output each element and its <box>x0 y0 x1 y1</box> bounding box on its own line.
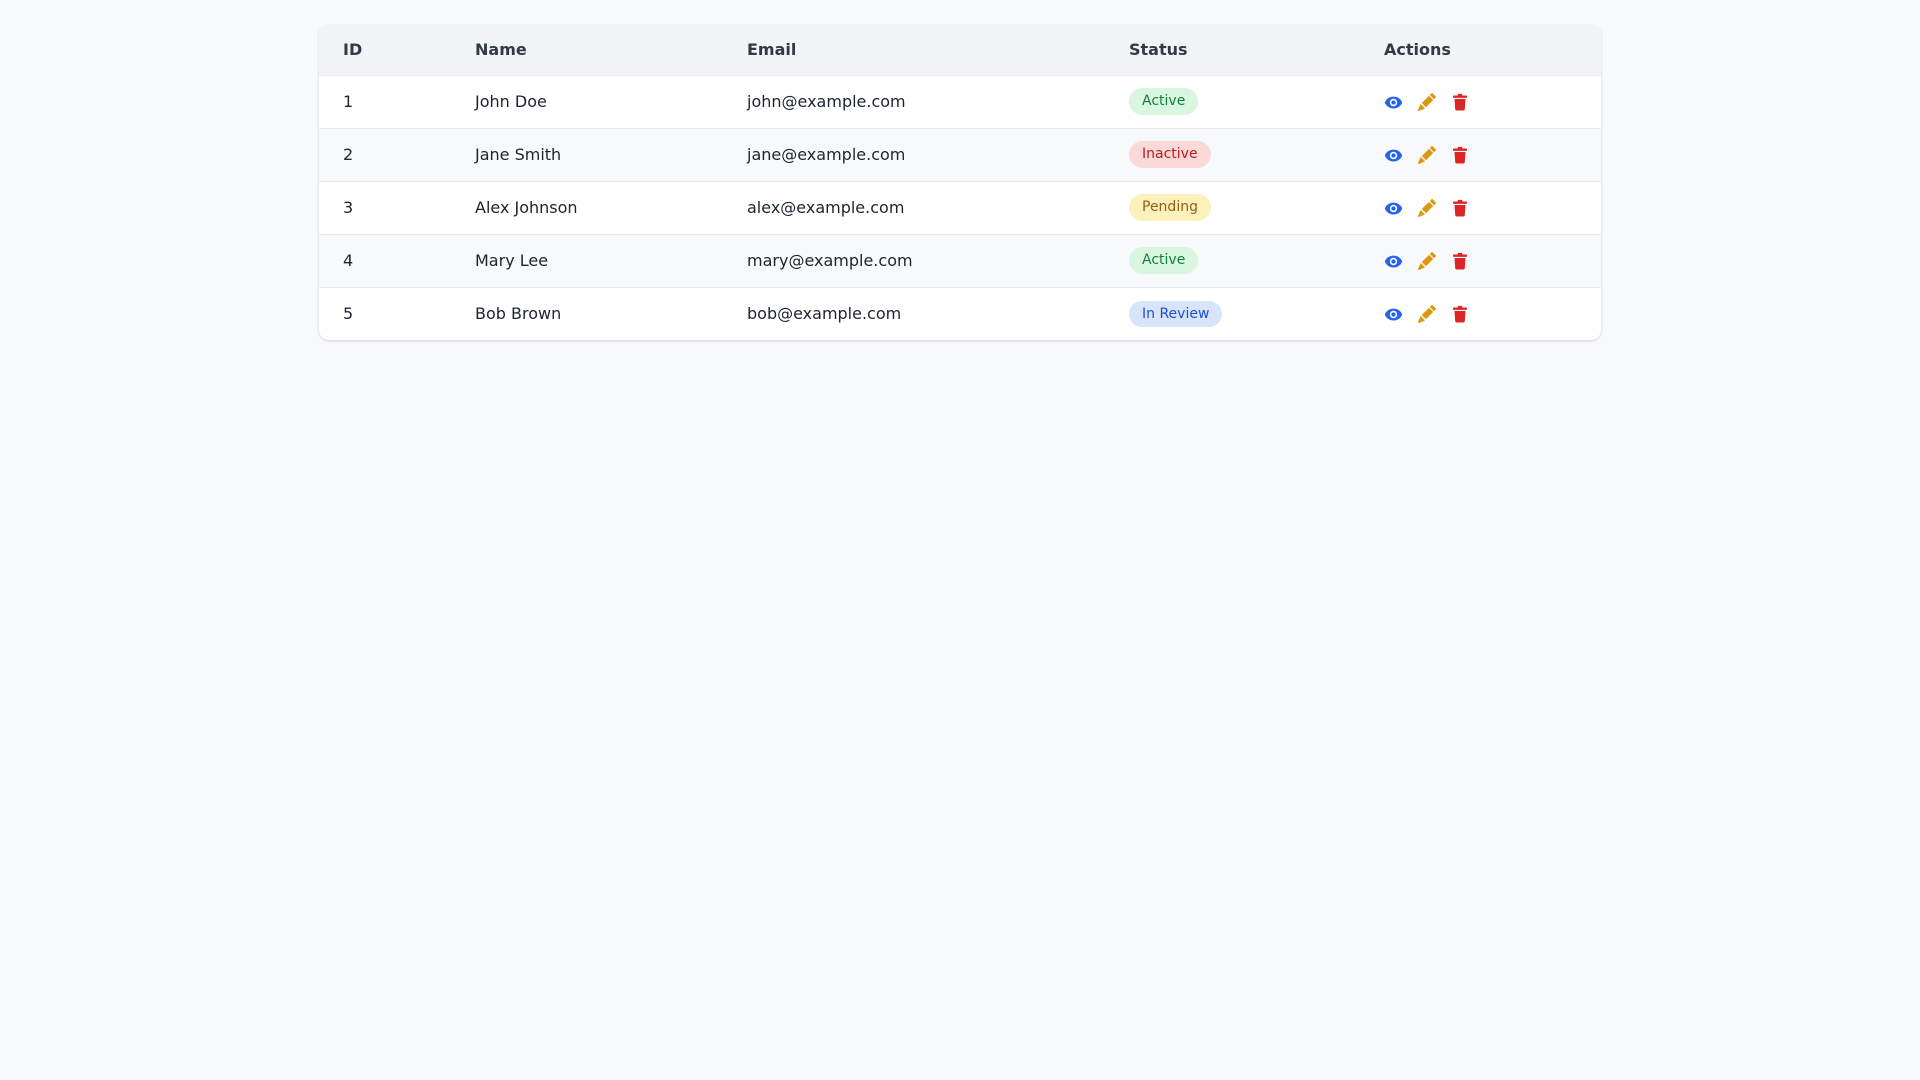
cell-actions <box>1360 127 1601 181</box>
delete-button[interactable] <box>1451 305 1469 323</box>
header-name: Name <box>451 25 723 75</box>
trash-icon <box>1451 199 1469 217</box>
cell-actions <box>1360 233 1601 287</box>
cell-name: Bob Brown <box>451 286 723 340</box>
table-row: 4 Mary Lee mary@example.com Active <box>319 233 1601 287</box>
delete-button[interactable] <box>1451 93 1469 111</box>
view-button[interactable] <box>1384 252 1403 271</box>
cell-email: bob@example.com <box>723 286 1105 340</box>
cell-name: John Doe <box>451 74 723 128</box>
cell-actions <box>1360 180 1601 234</box>
users-table: ID Name Email Status Actions 1 John Doe … <box>319 25 1601 340</box>
cell-email: john@example.com <box>723 74 1105 128</box>
status-badge: Pending <box>1129 194 1211 221</box>
view-button[interactable] <box>1384 305 1403 324</box>
eye-icon <box>1384 305 1403 324</box>
cell-status: Pending <box>1105 180 1360 234</box>
trash-icon <box>1451 305 1469 323</box>
trash-icon <box>1451 93 1469 111</box>
cell-id: 2 <box>319 127 451 181</box>
table-row: 2 Jane Smith jane@example.com Inactive <box>319 127 1601 181</box>
header-email: Email <box>723 25 1105 75</box>
edit-button[interactable] <box>1418 93 1437 111</box>
cell-actions <box>1360 286 1601 340</box>
pencil-icon <box>1418 146 1437 164</box>
table-row: 5 Bob Brown bob@example.com In Review <box>319 286 1601 340</box>
view-button[interactable] <box>1384 146 1403 165</box>
cell-status: Active <box>1105 233 1360 287</box>
delete-button[interactable] <box>1451 252 1469 270</box>
header-id: ID <box>319 25 451 75</box>
pencil-icon <box>1418 305 1437 324</box>
cell-actions <box>1360 74 1601 128</box>
eye-icon <box>1384 199 1403 218</box>
cell-id: 5 <box>319 286 451 340</box>
trash-icon <box>1451 146 1469 164</box>
cell-name: Alex Johnson <box>451 180 723 234</box>
cell-email: mary@example.com <box>723 233 1105 287</box>
cell-status: Inactive <box>1105 127 1360 181</box>
eye-icon <box>1384 146 1403 165</box>
status-badge: Active <box>1129 247 1199 274</box>
pencil-icon <box>1418 252 1437 270</box>
trash-icon <box>1451 252 1469 270</box>
pencil-icon <box>1418 93 1437 111</box>
header-actions: Actions <box>1360 25 1601 75</box>
edit-button[interactable] <box>1418 199 1437 217</box>
cell-status: Active <box>1105 74 1360 128</box>
cell-id: 1 <box>319 74 451 128</box>
cell-status: In Review <box>1105 286 1360 340</box>
eye-icon <box>1384 93 1403 112</box>
edit-button[interactable] <box>1418 146 1437 164</box>
cell-email: jane@example.com <box>723 127 1105 181</box>
table-row: 1 John Doe john@example.com Active <box>319 74 1601 128</box>
view-button[interactable] <box>1384 199 1403 218</box>
header-status: Status <box>1105 25 1360 75</box>
edit-button[interactable] <box>1418 252 1437 270</box>
pencil-icon <box>1418 199 1437 217</box>
cell-name: Mary Lee <box>451 233 723 287</box>
eye-icon <box>1384 252 1403 271</box>
delete-button[interactable] <box>1451 199 1469 217</box>
table-header-row: ID Name Email Status Actions <box>319 25 1601 75</box>
view-button[interactable] <box>1384 93 1403 112</box>
table-row: 3 Alex Johnson alex@example.com Pending <box>319 180 1601 234</box>
users-table-card: ID Name Email Status Actions 1 John Doe … <box>319 25 1601 340</box>
edit-button[interactable] <box>1418 305 1437 324</box>
cell-email: alex@example.com <box>723 180 1105 234</box>
status-badge: Active <box>1129 88 1199 115</box>
delete-button[interactable] <box>1451 146 1469 164</box>
status-badge: In Review <box>1129 300 1223 327</box>
status-badge: Inactive <box>1129 141 1211 168</box>
cell-id: 3 <box>319 180 451 234</box>
cell-id: 4 <box>319 233 451 287</box>
cell-name: Jane Smith <box>451 127 723 181</box>
